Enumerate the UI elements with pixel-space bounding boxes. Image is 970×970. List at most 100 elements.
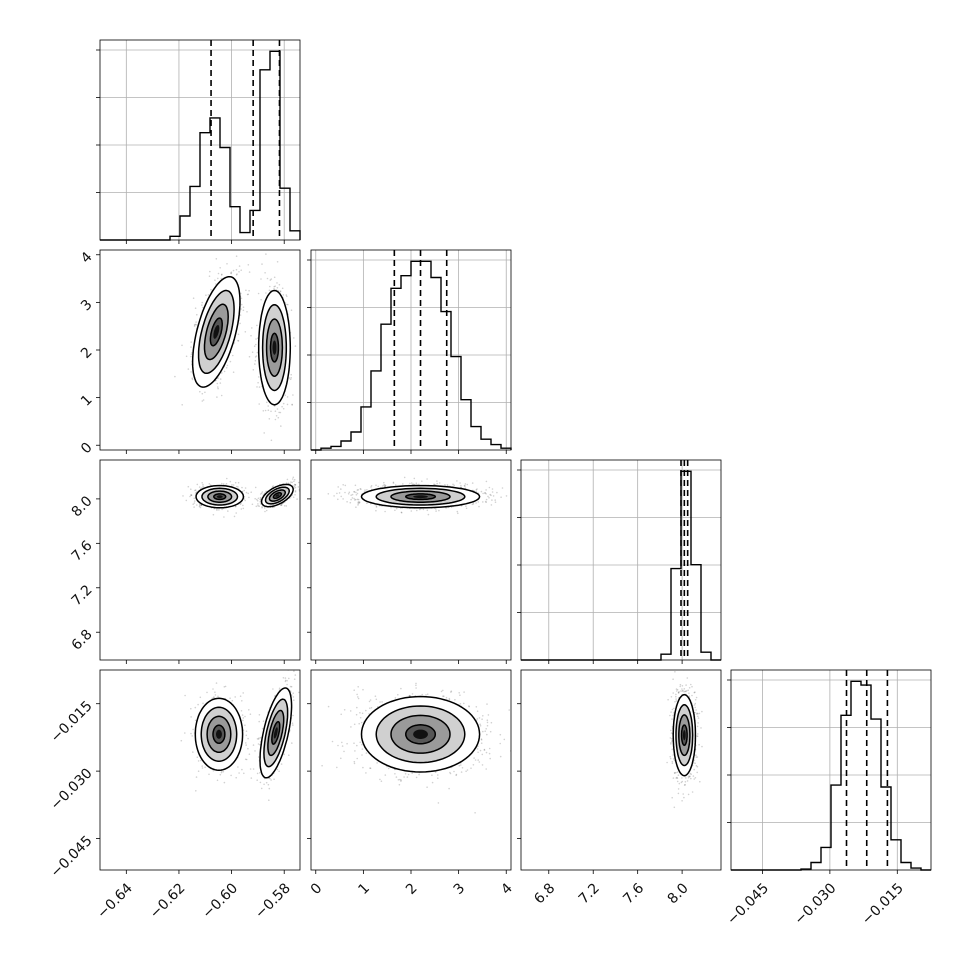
sample-point [229,360,232,363]
sample-point [193,325,196,327]
contour-line [272,492,283,500]
sample-point [375,505,378,507]
sample-point [220,394,223,397]
sample-point [246,293,249,296]
sample-point [490,494,492,497]
sample-point [193,502,196,504]
sample-point [266,401,268,404]
sample-point [195,323,198,326]
sample-point [185,355,188,358]
sample-point [457,512,459,515]
sample-point [337,498,339,501]
sample-point [416,509,418,512]
sample-point [275,415,278,417]
sample-point [292,496,295,498]
sample-point [264,272,266,274]
sample-point [227,510,229,512]
sample-point [422,508,425,511]
sample-point [487,495,489,498]
sample-point [383,481,385,484]
sample-point [395,507,398,510]
sample-point [276,261,279,263]
sample-point [357,504,359,506]
sample-point [215,258,218,260]
sample-point [286,303,288,306]
sample-point [261,506,263,509]
sample-point [273,276,276,279]
sample-point [421,480,423,482]
sample-point [484,492,486,494]
sample-point [270,410,272,413]
sample-point [265,292,267,294]
sample-point [217,387,219,390]
sample-point [478,505,480,508]
sample-point [293,485,296,488]
sample-point [247,293,249,296]
sample-point [288,377,291,379]
sample-point [270,278,273,280]
sample-point [190,494,193,496]
sample-point [436,482,438,485]
contour-line [265,318,284,377]
contour-line [207,490,233,503]
sample-point [492,495,495,497]
sample-point [285,505,288,507]
sample-point [192,751,194,753]
density-fill [272,340,277,355]
sample-point [485,493,487,495]
sample-point [268,418,271,420]
sample-point [340,488,342,490]
sample-point [294,345,297,347]
sample-point [199,503,201,506]
sample-point [235,512,237,514]
sample-point [244,331,247,333]
sample-point [344,491,346,494]
sample-point [285,294,288,296]
sample-point [394,509,396,512]
sample-point [353,497,355,500]
sample-point [248,289,250,292]
sample-point [293,483,296,486]
sample-point [208,275,211,277]
sample-point [184,694,186,697]
sample-point [242,504,244,507]
sample-point [239,322,241,325]
sample-point [190,346,192,348]
sample-point [354,498,357,501]
axes-frame [730,669,932,871]
contour-line [201,487,239,506]
sample-point [202,485,204,487]
sample-point [282,402,285,405]
sample-point [201,304,203,306]
sample-point [262,410,265,412]
sample-point [302,386,304,388]
sample-point [224,685,227,688]
sample-point [214,279,216,281]
sample-point [291,404,293,406]
sample-point [244,487,247,489]
sample-point [254,363,256,365]
sample-point [253,345,256,347]
sample-point [255,343,257,346]
sample-point [465,507,468,510]
sample-point [444,484,446,486]
sample-point [274,410,277,412]
sample-point [251,327,253,329]
sample-point [471,482,474,484]
sample-point [282,407,285,410]
sample-point [426,509,429,512]
sample-point [276,282,278,284]
sample-point [251,351,254,353]
sample-point [232,371,235,373]
sample-point [279,290,282,292]
sample-point [342,498,344,500]
sample-point [199,504,201,507]
sample-point [356,492,359,495]
sample-point [260,298,262,301]
sample-point [366,502,368,505]
sample-point [463,484,466,487]
sample-point [256,337,259,339]
sample-point [460,484,462,487]
sample-point [190,371,192,373]
sample-point [438,509,440,512]
